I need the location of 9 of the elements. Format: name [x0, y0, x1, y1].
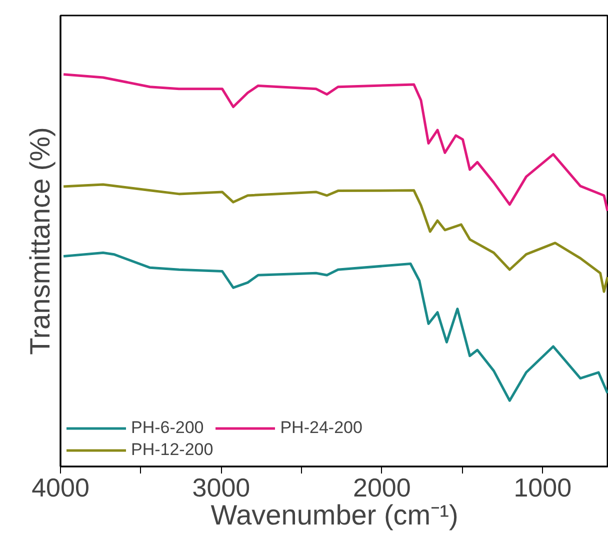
- x-tick-label: 2000: [352, 472, 411, 502]
- x-tick-label: 3000: [192, 472, 250, 502]
- legend-label: PH-6-200: [131, 418, 204, 438]
- x-axis-title: Wavenumber (cm⁻¹): [210, 500, 458, 530]
- y-axis-title: Transmittance (%): [24, 127, 56, 355]
- legend-label: PH-24-200: [280, 418, 362, 438]
- x-tick-label: 1000: [514, 472, 572, 502]
- legend-label: PH-12-200: [131, 440, 214, 460]
- x-tick-label: 4000: [32, 472, 90, 502]
